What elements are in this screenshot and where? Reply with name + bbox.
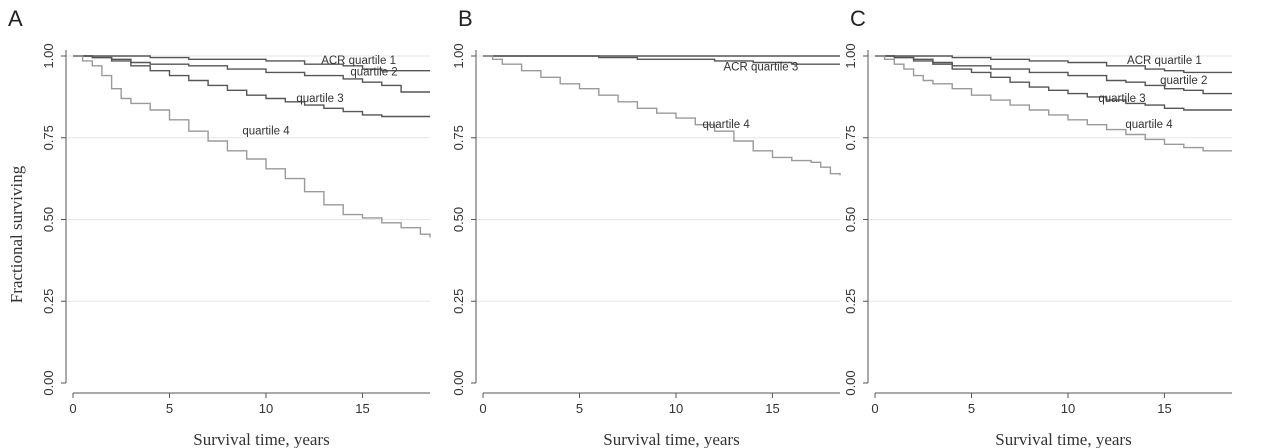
- x-tick-label: 15: [1157, 401, 1171, 416]
- survival-curve-4: [73, 55, 431, 238]
- survival-curve-2: [875, 55, 1232, 95]
- y-tick-label: 0.50: [843, 207, 858, 232]
- survival-curve-1: [73, 55, 430, 72]
- panel-letter: C: [850, 6, 866, 31]
- curve-label: ACR quartile 1: [321, 55, 396, 67]
- panel-letter: B: [458, 6, 473, 31]
- panel-c: C 0.00 0.25 0.50 0.75 1.00 0 5 10 15 Survival time…: [843, 6, 1232, 448]
- curve-label: quartile 4: [702, 119, 750, 131]
- x-tick-label: 10: [259, 401, 273, 416]
- y-tick-label: 0.00: [451, 370, 466, 395]
- curve-label: quartile 2: [350, 67, 397, 79]
- x-tick-label: 0: [871, 401, 878, 416]
- survival-curve-4: [875, 55, 1232, 152]
- curve-label: quartile 2: [1160, 75, 1207, 87]
- y-tick-label: 0.75: [451, 125, 466, 150]
- x-tick-label: 5: [166, 401, 173, 416]
- curve-label: ACR quartile 3: [723, 62, 798, 74]
- x-tick-label: 10: [669, 401, 683, 416]
- y-tick-label: 1.00: [41, 43, 56, 68]
- y-tick-label: 0.50: [41, 207, 56, 232]
- survival-curve-2: [483, 55, 840, 65]
- x-axis-title: Survival time, years: [603, 430, 739, 448]
- x-tick-label: 15: [355, 401, 369, 416]
- y-tick-label: 0.25: [451, 289, 466, 314]
- y-tick-label: 1.00: [843, 43, 858, 68]
- x-tick-label: 5: [576, 401, 583, 416]
- survival-curve-3: [73, 55, 430, 118]
- y-tick-label: 1.00: [451, 43, 466, 68]
- curve-label: quartile 3: [296, 93, 343, 105]
- panel-b: B 0.00 0.25 0.50 0.75 1.00 0 5 10 15 Survival time…: [451, 6, 841, 448]
- x-tick-label: 15: [765, 401, 779, 416]
- x-axis-title: Survival time, years: [995, 430, 1131, 448]
- panel-letter: A: [8, 6, 23, 31]
- x-tick-label: 5: [968, 401, 975, 416]
- panel-a: A 0.00 0.25 0.50 0.75 1.00 0 5 10 15 Survival time…: [7, 6, 431, 448]
- y-tick-label: 0.75: [843, 125, 858, 150]
- curve-label: ACR quartile 1: [1127, 55, 1202, 67]
- x-tick-label: 0: [479, 401, 486, 416]
- x-tick-label: 0: [69, 401, 76, 416]
- curve-label: quartile 4: [1125, 119, 1173, 131]
- survival-curve-3: [483, 55, 841, 176]
- survival-curve-3: [875, 55, 1232, 111]
- curve-label: quartile 3: [1098, 93, 1145, 105]
- x-axis-title: Survival time, years: [193, 430, 329, 448]
- survival-curve-2: [73, 55, 430, 93]
- survival-curve-1: [875, 55, 1232, 74]
- y-tick-label: 0.00: [843, 370, 858, 395]
- y-tick-label: 0.75: [41, 125, 56, 150]
- y-tick-label: 0.25: [41, 289, 56, 314]
- y-axis-title: Fractional surviving: [7, 165, 26, 303]
- y-tick-label: 0.00: [41, 370, 56, 395]
- y-tick-label: 0.25: [843, 289, 858, 314]
- x-tick-label: 10: [1061, 401, 1075, 416]
- curve-label: quartile 4: [242, 125, 290, 137]
- y-tick-label: 0.50: [451, 207, 466, 232]
